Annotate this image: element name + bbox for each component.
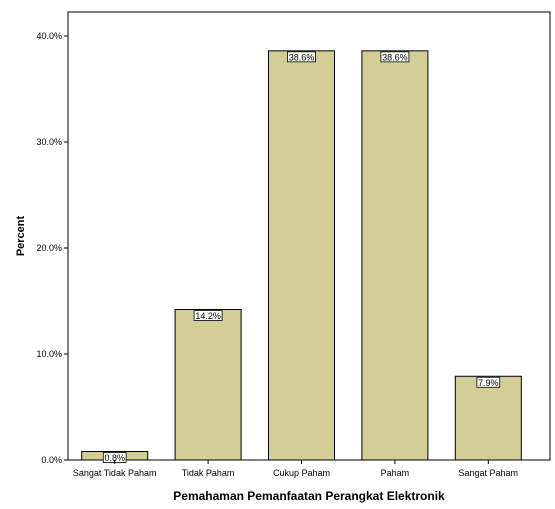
- data-label-box: [193, 310, 223, 321]
- y-tick-label: 40.0%: [36, 31, 62, 41]
- data-label-box: [287, 51, 316, 63]
- x-tick-label: Paham: [381, 468, 410, 478]
- bar: [268, 50, 335, 461]
- data-label: 38.6%: [382, 52, 408, 62]
- x-tick-label: Tidak Paham: [182, 468, 235, 478]
- data-label-box: [476, 376, 501, 388]
- x-tick-label: Cukup Paham: [273, 468, 330, 478]
- x-axis-title: Pemahaman Pemanfaatan Perangkat Elektron…: [173, 489, 445, 503]
- bar: [454, 375, 522, 461]
- bar: [174, 308, 242, 461]
- y-axis: 0.0% 10.0% 20.0% 30.0% 40.0%: [36, 31, 68, 465]
- data-label-box: [380, 51, 410, 63]
- y-tick-label: 10.0%: [36, 349, 62, 359]
- bar: [361, 50, 429, 461]
- y-tick-label: 0.0%: [41, 455, 62, 465]
- y-tick-label: 20.0%: [36, 243, 62, 253]
- data-label: 38.6%: [289, 52, 315, 62]
- x-tick-label: Sangat Paham: [459, 468, 519, 478]
- y-tick-label: 30.0%: [36, 137, 62, 147]
- bars: 0.8% 14.2% 38.6% 38.6% 7.9%: [81, 50, 522, 463]
- data-label: 14.2%: [195, 311, 221, 321]
- x-tick-label: Sangat Tidak Paham: [73, 468, 157, 478]
- y-axis-title: Percent: [15, 215, 27, 256]
- x-axis: Sangat Tidak Paham Tidak Paham Cukup Paham…: [73, 460, 518, 478]
- data-label: 0.8%: [104, 453, 125, 463]
- data-label: 7.9%: [478, 378, 499, 388]
